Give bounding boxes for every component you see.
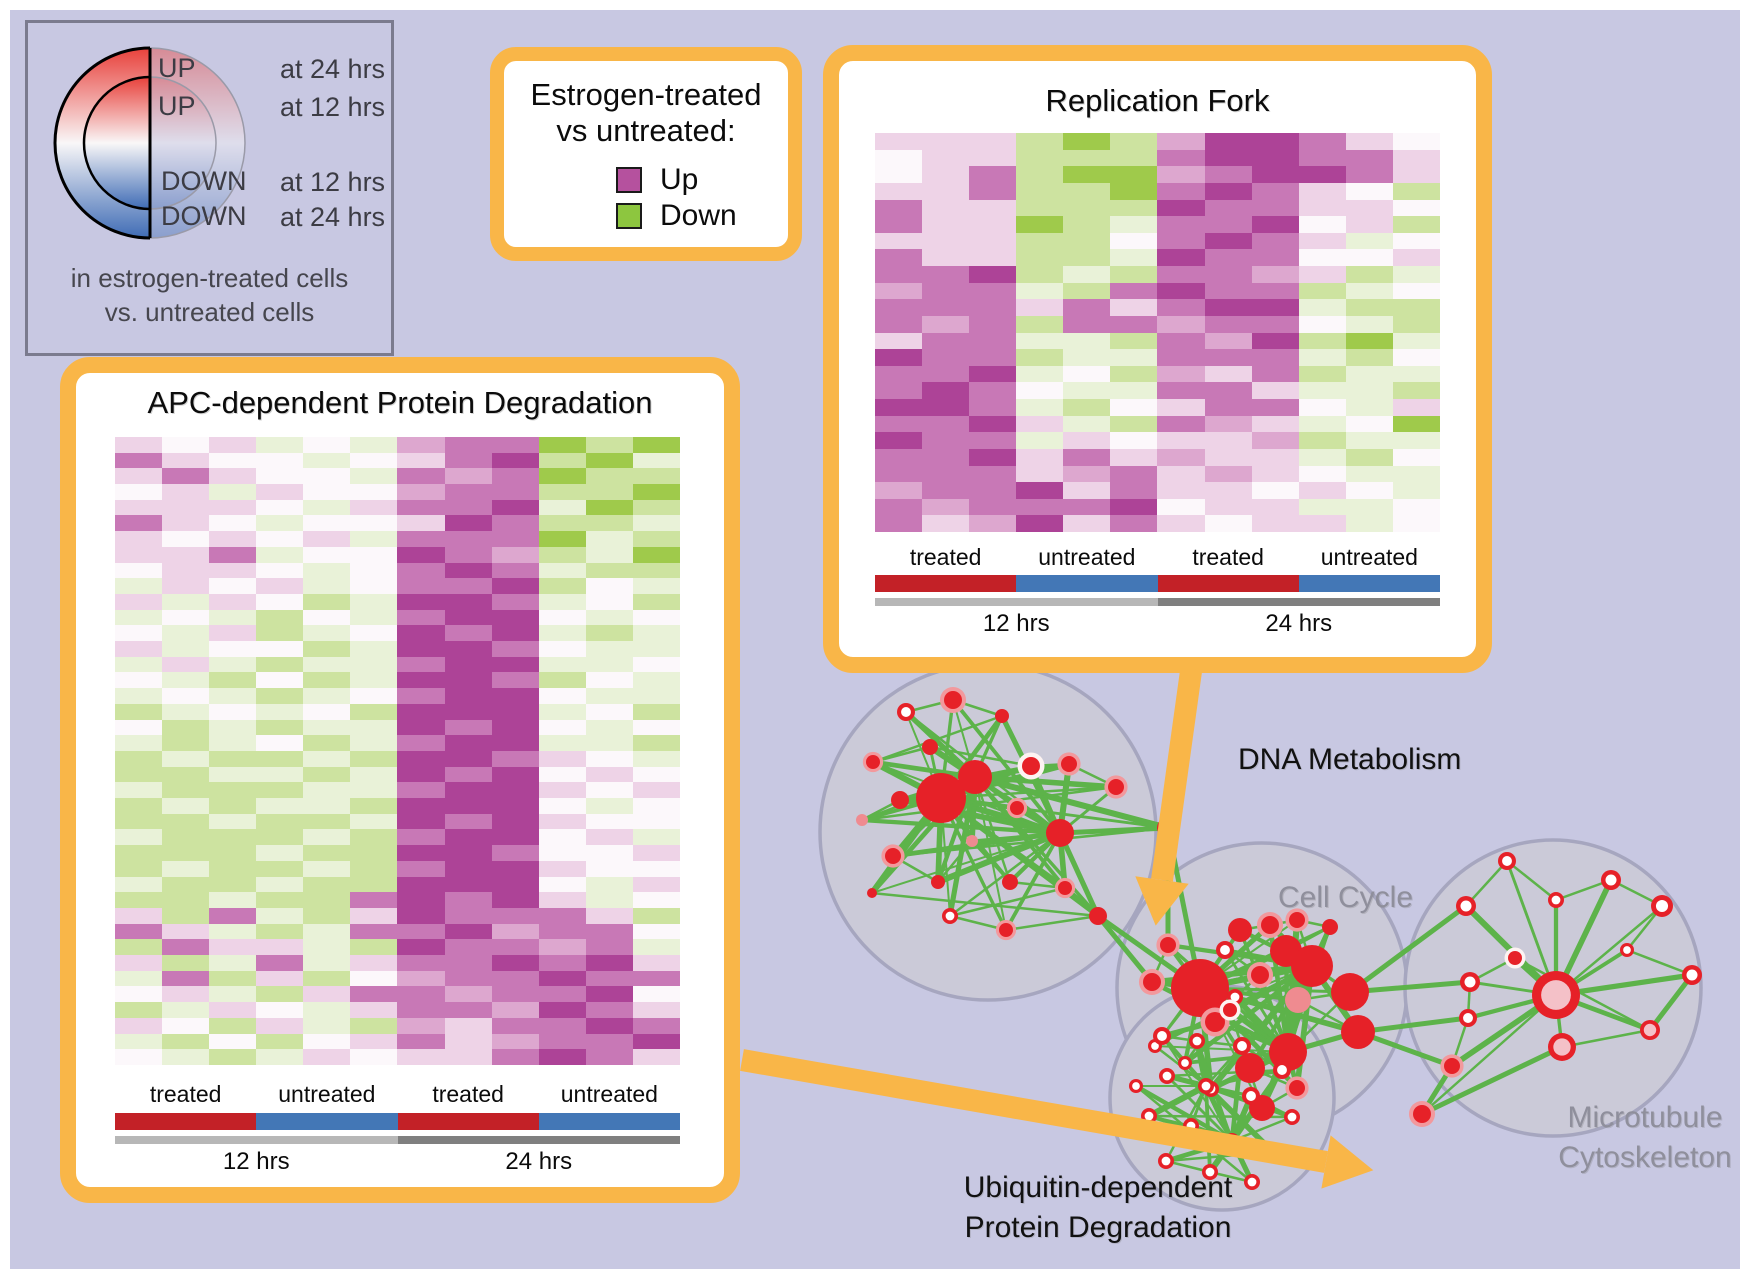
apc-untreated-bar-1 [256,1113,398,1130]
down-color-swatch-icon [616,203,642,229]
network-label-ubiquitin-degradation: Ubiquitin-dependent Protein Degradation [963,1171,1233,1244]
apc-group-label-untreated-24: untreated [560,1081,658,1107]
apc-group-label-untreated-12: untreated [278,1081,376,1107]
rf-group-label-untreated-12: untreated [1038,544,1136,570]
updown-color-legend-box: Estrogen-treated vs untreated: Up Down [490,47,802,261]
rf-time-label-12hrs: 12 hrs [982,610,1050,637]
ring-label-dir-1: UP [158,53,196,83]
ring-label-dir-2: UP [158,91,196,121]
rf-untreated-bar-1 [1016,575,1158,592]
ring-caption-line2: vs. untreated cells [104,297,315,327]
apc-group-label-treated-12: treated [149,1081,222,1107]
rf-24hrs-bar [1157,598,1440,606]
color-legend-title-line2: vs untreated: [556,113,736,148]
rf-group-label-treated-12: treated [909,544,982,570]
network-label-dna-metabolism: DNA Metabolism [1238,743,1462,776]
apc-time-label-12hrs: 12 hrs [222,1148,290,1175]
ring-label-time-2: at 12 hrs [280,92,386,122]
down-legend-label: Down [660,199,737,232]
figure-background: UP at 24 hrs UP at 12 hrs DOWN at 12 hrs… [10,10,1740,1269]
ring-label-dir-3: DOWN [161,166,247,196]
color-legend-title-line1: Estrogen-treated [530,77,762,112]
arrowhead-replication-fork-icon [1135,876,1189,926]
ring-caption-line1: in estrogen-treated cells [70,263,349,293]
panel-replication-fork: Replication Fork treated untreated treat… [823,45,1492,673]
rf-treated-bar-2 [1157,575,1299,592]
apc-heatmap [115,437,680,1065]
apc-12hrs-bar [115,1136,398,1144]
apc-untreated-bar-2 [538,1113,680,1130]
network-label-microtubule-cytoskeleton: Microtubule Cytoskeleton [1558,1101,1732,1174]
up-color-swatch-icon [616,167,642,193]
apc-time-label-24hrs: 24 hrs [505,1148,573,1175]
rf-panel-title: Replication Fork [1045,83,1270,118]
up-legend-label: Up [660,163,699,196]
ring-label-time-3: at 12 hrs [280,167,386,197]
ring-label-dir-4: DOWN [161,201,247,231]
network-label-cell-cycle: Cell Cycle [1278,881,1414,914]
apc-treated-bar-2 [397,1113,539,1130]
apc-24hrs-bar [397,1136,680,1144]
apc-group-label-treated-24: treated [432,1081,504,1107]
rf-treated-bar-1 [875,575,1017,592]
arrowhead-apc-icon [1321,1135,1374,1189]
arrow-replication-fork-to-dna-icon [1151,662,1203,882]
ring-label-time-1: at 24 hrs [280,54,386,84]
rf-untreated-bar-2 [1298,575,1440,592]
rf-group-label-untreated-24: untreated [1320,544,1418,570]
replication-fork-heatmap [875,133,1440,532]
updown-ring-diagram-icon [53,46,246,240]
apc-panel-title: APC-dependent Protein Degradation [147,385,653,420]
rf-12hrs-bar [875,598,1158,606]
apc-treated-bar-1 [115,1113,257,1130]
updown-ring-legend-box: UP at 24 hrs UP at 12 hrs DOWN at 12 hrs… [25,20,394,356]
rf-time-label-24hrs: 24 hrs [1265,610,1333,637]
rf-group-label-treated-24: treated [1192,544,1264,570]
arrow-apc-to-ubiquitin-icon [740,1049,1328,1173]
panel-apc-protein-degradation: APC-dependent Protein Degradation treate… [60,357,740,1203]
ring-label-time-4: at 24 hrs [280,202,386,232]
